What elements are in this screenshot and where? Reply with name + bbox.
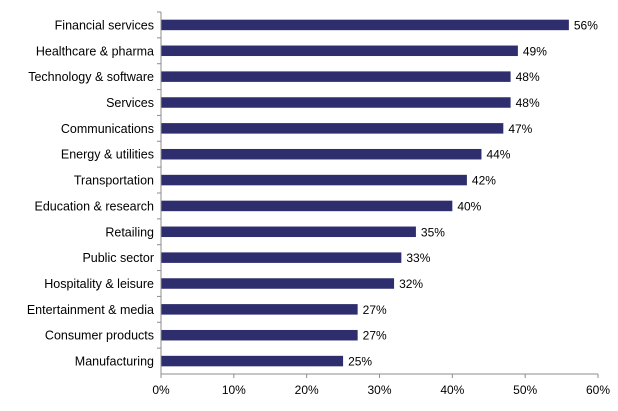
bar — [161, 174, 467, 186]
value-label: 25% — [348, 355, 372, 369]
category-label: Hospitality & leisure — [44, 277, 154, 291]
value-label: 27% — [363, 329, 387, 343]
bar — [161, 278, 395, 289]
x-tick-label: 30% — [367, 383, 391, 397]
value-label: 42% — [472, 174, 496, 188]
bar — [161, 252, 402, 263]
bar — [161, 304, 358, 315]
bar — [161, 148, 482, 160]
x-tick-label: 20% — [295, 383, 319, 397]
bar — [161, 97, 511, 108]
value-label: 35% — [421, 225, 445, 239]
x-tick-label: 50% — [513, 383, 537, 397]
x-tick-label: 40% — [440, 383, 464, 397]
category-label: Entertainment & media — [27, 303, 154, 317]
x-axis — [157, 11, 599, 378]
category-label: Energy & utilities — [61, 148, 154, 162]
value-label: 48% — [516, 96, 540, 110]
bar — [161, 355, 344, 367]
value-label: 27% — [363, 303, 387, 317]
category-label: Financial services — [55, 18, 154, 32]
value-label: 56% — [574, 18, 598, 32]
category-label: Manufacturing — [75, 355, 154, 369]
value-labels: 56% 49% 48% 48% 47% 44% 42% 40% 35% 33% 32% 27% 27% 2… — [348, 18, 598, 368]
value-label: 49% — [523, 44, 547, 58]
category-label: Consumer products — [45, 329, 154, 343]
category-label: Public sector — [82, 251, 154, 265]
x-tick-label: 10% — [222, 383, 246, 397]
category-labels: Financial services Healthcare & pharma Tec… — [27, 18, 154, 368]
value-label: 32% — [399, 277, 423, 291]
bar — [161, 123, 504, 134]
x-tick-labels: 0% 10% 20% 30% 40% 50% 60% — [152, 383, 610, 397]
bar — [161, 200, 453, 212]
bar — [161, 19, 569, 31]
x-tick-label: 60% — [586, 383, 610, 397]
x-tick-label: 0% — [152, 383, 170, 397]
value-label: 47% — [508, 122, 532, 136]
value-label: 40% — [457, 199, 481, 213]
category-label: Technology & software — [28, 70, 154, 84]
value-label: 44% — [486, 148, 510, 162]
bar — [161, 226, 416, 238]
category-label: Services — [106, 96, 154, 110]
bar — [161, 329, 358, 341]
bar — [161, 71, 511, 82]
category-label: Communications — [61, 122, 154, 136]
category-label: Transportation — [74, 174, 154, 188]
category-label: Retailing — [105, 225, 154, 239]
value-label: 33% — [406, 251, 430, 265]
bars — [161, 19, 569, 367]
value-label: 48% — [516, 70, 540, 84]
category-label: Education & research — [34, 199, 154, 213]
bar — [161, 45, 518, 57]
category-label: Healthcare & pharma — [36, 44, 154, 58]
